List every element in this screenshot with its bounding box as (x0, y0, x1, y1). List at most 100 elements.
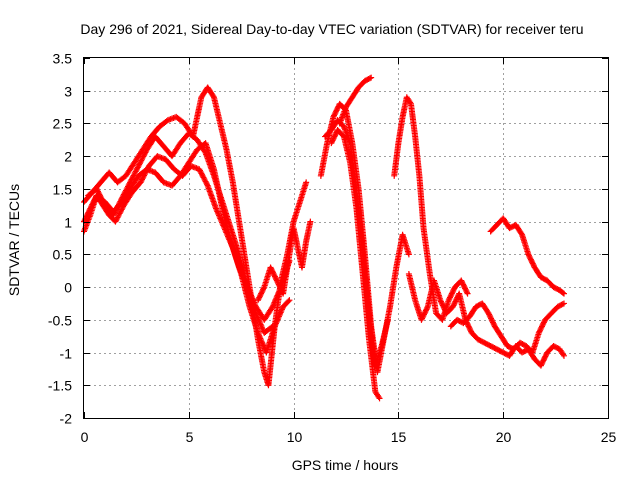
data-point-marker (201, 177, 208, 184)
data-point-marker (268, 265, 275, 272)
data-point-marker (458, 278, 465, 285)
data-point-marker (97, 194, 104, 201)
data-point-marker (274, 278, 281, 285)
series-track-h (328, 127, 383, 402)
data-point-marker (143, 168, 150, 175)
data-point-marker (268, 267, 275, 274)
data-point-marker (201, 175, 208, 182)
data-point-marker (537, 325, 544, 332)
data-point-marker (467, 327, 474, 334)
data-point-marker (142, 169, 149, 176)
data-point-marker (276, 282, 283, 289)
data-point-marker (559, 289, 566, 296)
data-point-marker (269, 323, 276, 330)
data-point-marker (114, 214, 121, 221)
y-tick-label: -0.5 (48, 313, 72, 329)
data-point-marker (110, 212, 117, 219)
data-point-marker (407, 99, 414, 106)
data-point-marker (137, 179, 144, 186)
data-point-marker (197, 169, 204, 175)
series-track-k (405, 271, 567, 369)
data-point-marker (203, 181, 210, 188)
data-point-marker (537, 327, 544, 334)
data-point-marker (129, 173, 136, 180)
data-point-marker (93, 185, 100, 192)
data-point-marker (138, 156, 145, 163)
data-point-marker (270, 269, 277, 276)
data-point-marker (441, 306, 448, 313)
data-point-marker (115, 211, 122, 218)
series-track-m (487, 215, 567, 297)
data-point-marker (254, 297, 261, 304)
data-point-marker (94, 187, 101, 194)
data-point-marker (118, 207, 125, 214)
data-point-marker (115, 201, 122, 208)
data-point-marker (118, 197, 125, 204)
y-tick-label: 3.5 (53, 51, 73, 67)
data-point-marker (422, 307, 429, 314)
data-point-marker (119, 194, 126, 201)
data-point-marker (422, 308, 429, 315)
data-point-marker (330, 136, 337, 143)
data-point-marker (542, 353, 549, 360)
data-point-marker (540, 357, 547, 364)
series-track-f (317, 100, 412, 376)
data-point-marker (445, 297, 452, 304)
data-point-marker (525, 251, 532, 258)
data-point-marker (537, 362, 544, 369)
data-point-marker (488, 315, 495, 322)
data-point-marker (97, 192, 104, 199)
x-tick-label: 5 (186, 429, 194, 445)
data-point-marker (539, 322, 546, 329)
data-point-marker (285, 298, 292, 305)
data-point-marker (333, 107, 340, 114)
data-point-marker (330, 134, 337, 141)
data-point-marker (463, 288, 470, 295)
data-point-marker (459, 280, 466, 287)
data-point-marker (453, 295, 460, 302)
x-tick-label: 10 (287, 429, 303, 445)
data-point-marker (437, 298, 444, 305)
data-point-marker (376, 395, 383, 402)
data-point-marker (487, 314, 494, 321)
data-point-marker (540, 319, 547, 326)
data-point-marker (486, 311, 493, 318)
data-point-marker (448, 291, 455, 298)
series-track-d (85, 130, 276, 336)
data-point-marker (450, 302, 457, 309)
x-tick-label: 20 (496, 429, 512, 445)
data-point-marker (437, 297, 444, 304)
data-point-marker (136, 160, 143, 167)
data-point-marker (94, 188, 101, 195)
data-point-marker (96, 191, 103, 198)
data-point-marker (451, 299, 458, 306)
y-tick-label: -2 (60, 411, 73, 427)
data-point-marker (538, 324, 545, 331)
data-point-marker (329, 137, 336, 144)
data-point-marker (275, 281, 282, 288)
data-point-marker (538, 323, 545, 330)
data-point-marker (121, 190, 128, 197)
data-point-marker (275, 280, 282, 287)
data-point-marker (535, 329, 542, 336)
data-point-marker (538, 361, 545, 368)
data-point-marker (139, 154, 146, 161)
data-point-marker (331, 112, 338, 119)
data-point-marker (210, 93, 217, 100)
data-point-marker (139, 175, 146, 182)
x-tick-labels: 0 5 10 15 20 25 (81, 429, 617, 445)
data-point-marker (124, 184, 131, 191)
data-point-marker (271, 272, 278, 279)
data-point-marker (451, 301, 458, 308)
data-point-marker (368, 74, 375, 81)
data-point-marker (460, 282, 467, 289)
data-point-marker (440, 303, 447, 310)
data-point-marker (126, 180, 133, 187)
data-point-marker (419, 315, 426, 322)
series-track-l (447, 300, 567, 356)
data-point-marker (536, 328, 543, 335)
data-point-marker (530, 261, 537, 268)
data-point-marker (140, 153, 147, 160)
data-point-marker (132, 168, 139, 175)
